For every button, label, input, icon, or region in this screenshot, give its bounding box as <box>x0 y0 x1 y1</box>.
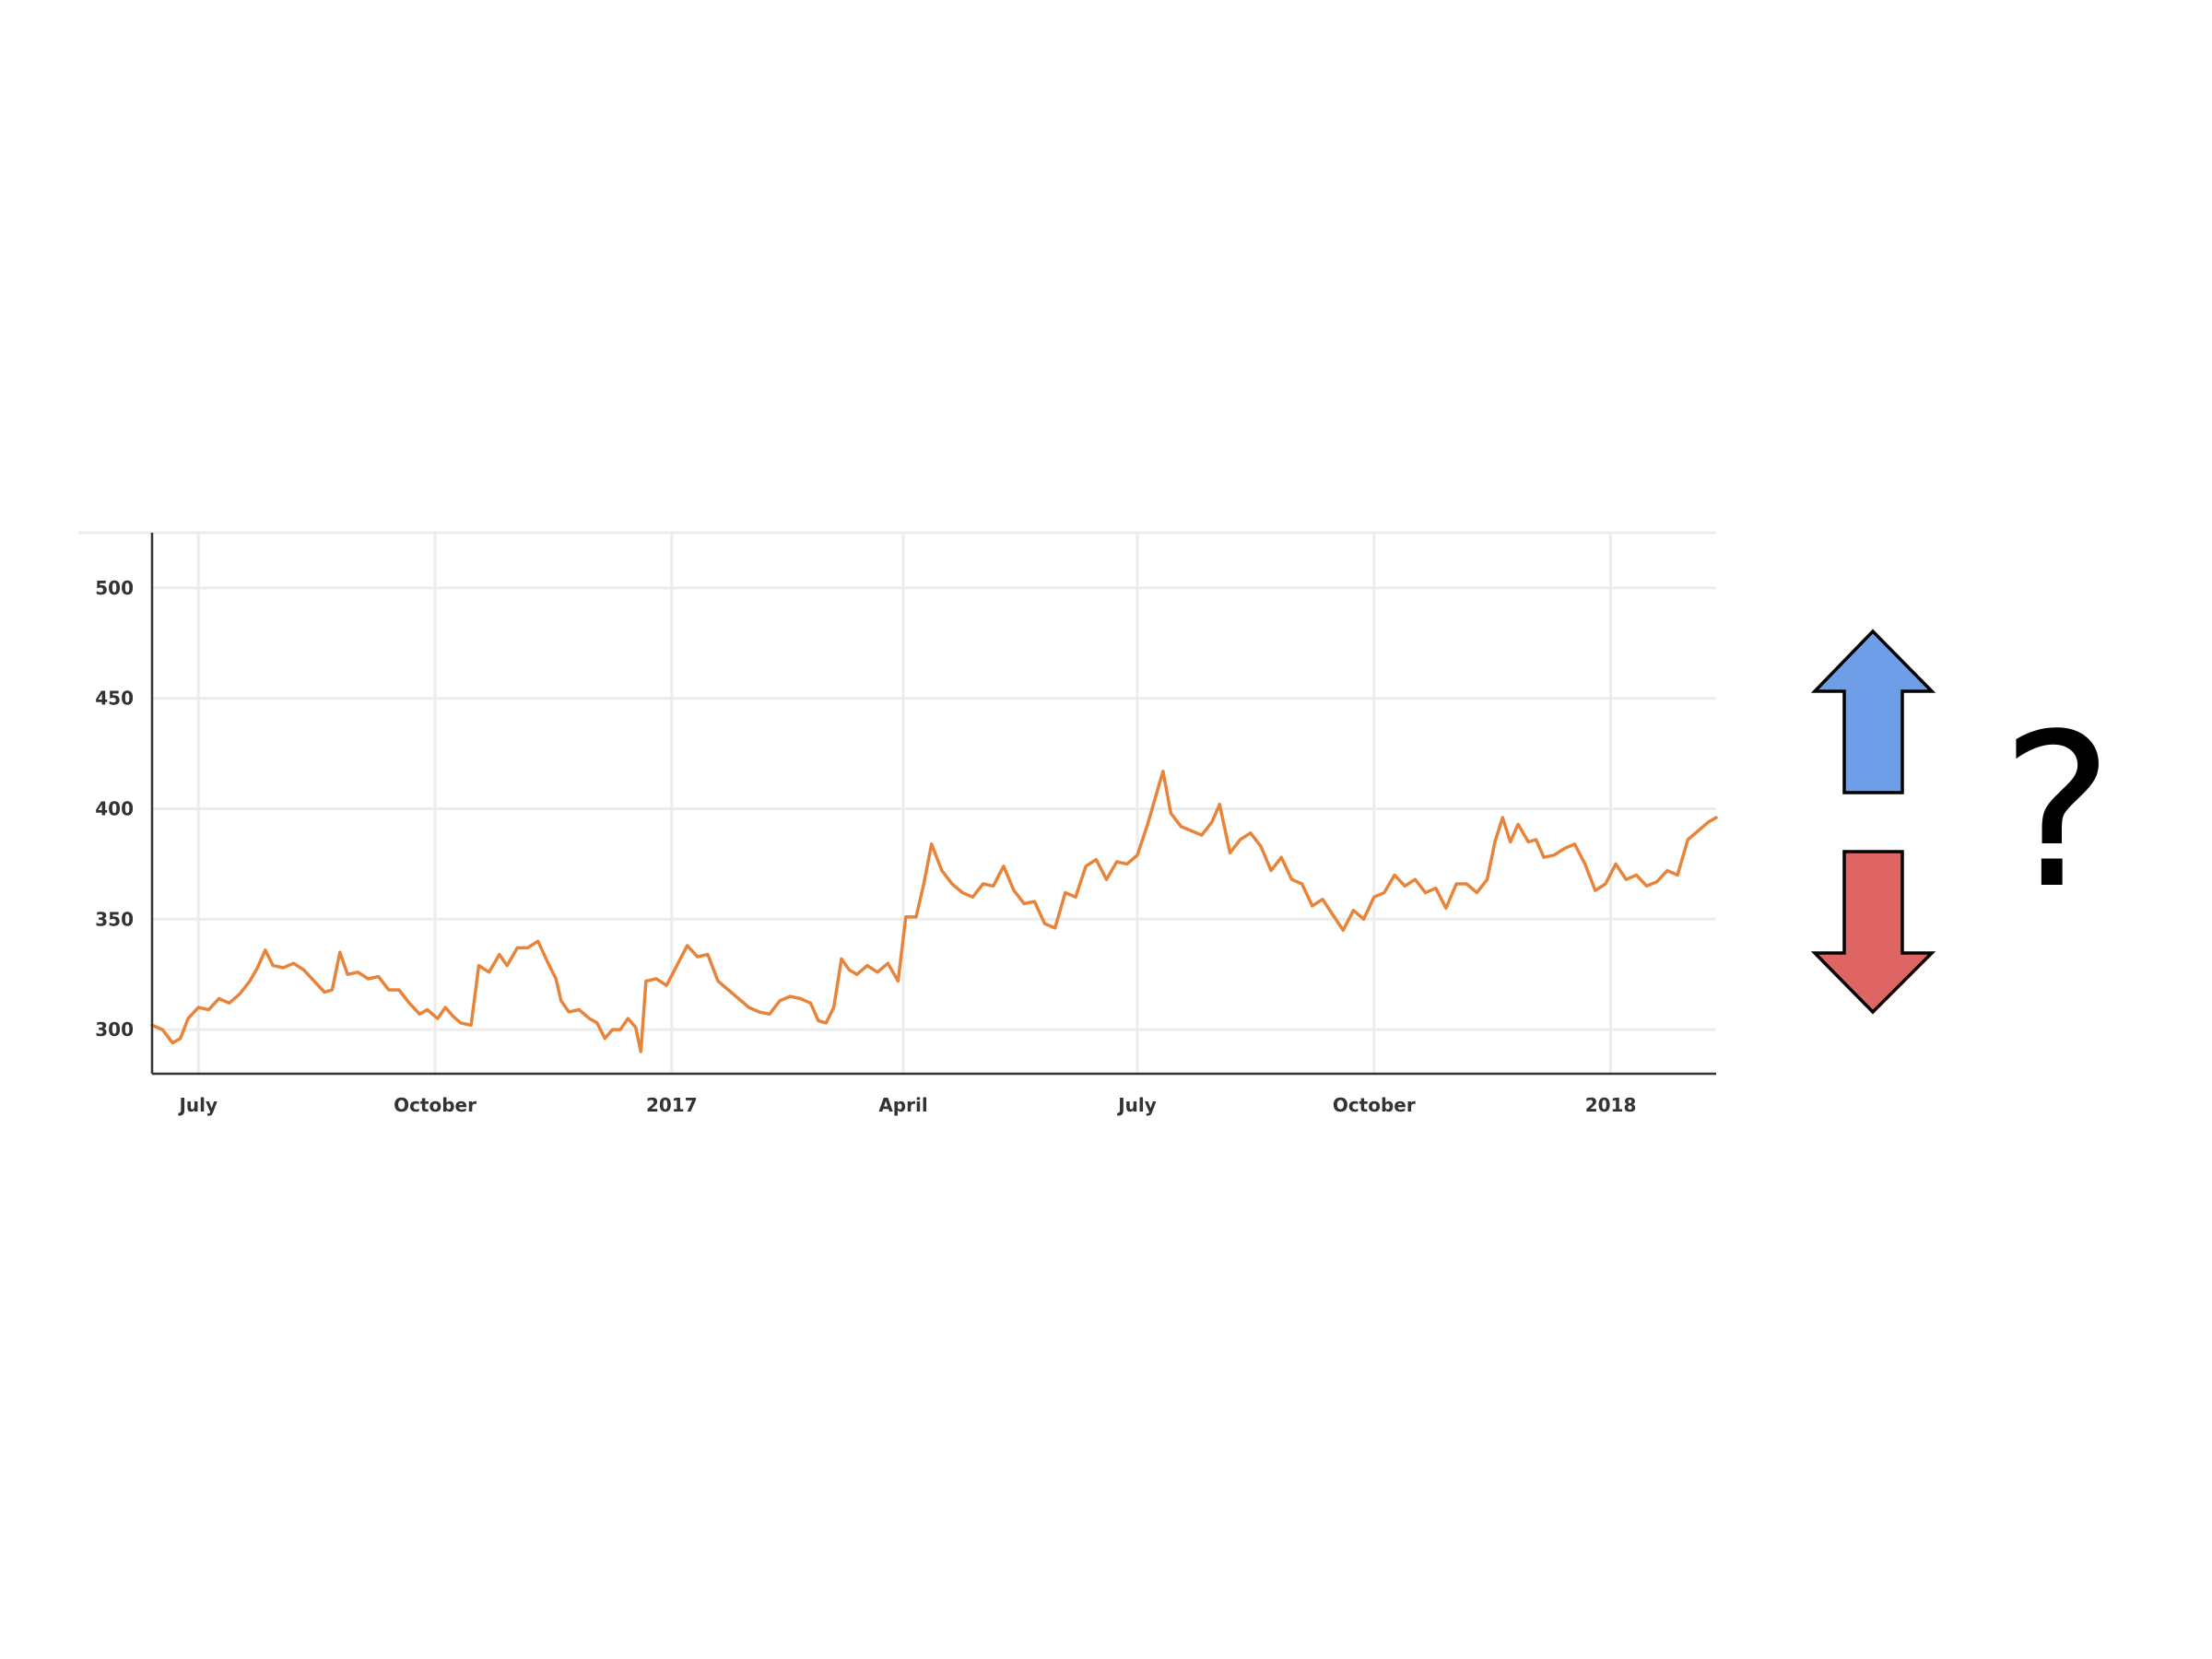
y-tick-label: 400 <box>95 797 134 819</box>
y-tick-labels: 300 350 400 450 500 <box>95 577 134 1041</box>
y-tick-label: 350 <box>95 908 134 930</box>
x-tick-label: October <box>1333 1094 1416 1116</box>
question-mark: ? <box>2001 689 2113 935</box>
x-tick-label: 2018 <box>1585 1094 1637 1116</box>
x-tick-label: 2017 <box>646 1094 698 1116</box>
y-tick-label: 500 <box>95 577 134 599</box>
x-tick-label: July <box>1116 1094 1157 1116</box>
trend-question-panel: ? <box>1810 629 2113 1015</box>
axis-layer <box>150 533 1716 1076</box>
x-tick-label: July <box>177 1094 218 1116</box>
up-arrow-icon <box>1810 629 1936 794</box>
grid-layer <box>78 531 1716 1074</box>
x-tick-label: October <box>394 1094 477 1116</box>
down-arrow-icon <box>1810 850 1936 1015</box>
y-tick-label: 300 <box>95 1018 134 1041</box>
x-tick-labels: July October 2017 April July October 2018 <box>177 1094 1636 1116</box>
x-tick-label: April <box>878 1094 927 1116</box>
series-layer <box>150 770 1718 1053</box>
price-series-line <box>150 770 1718 1053</box>
y-tick-label: 450 <box>95 688 134 710</box>
